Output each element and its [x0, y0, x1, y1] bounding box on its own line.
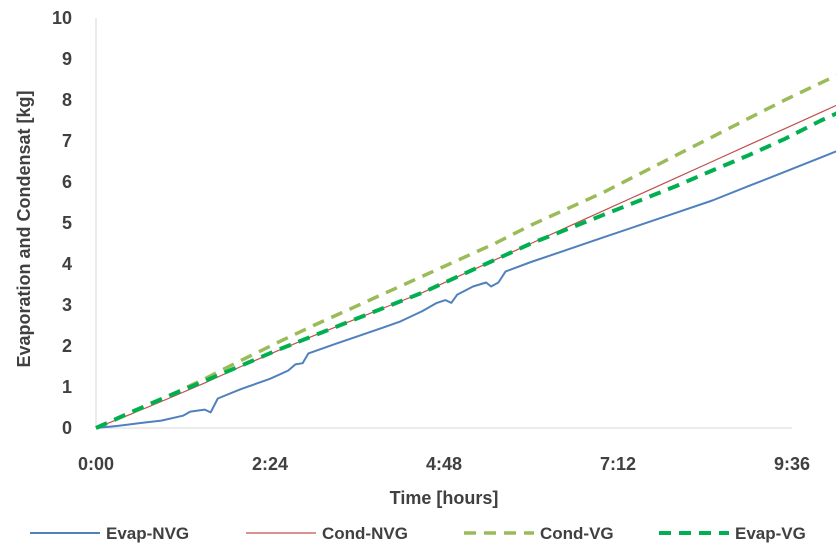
- series-lines: [95, 73, 836, 430]
- x-axis-title: Time [hours]: [390, 488, 499, 508]
- y-tick-label: 2: [62, 336, 72, 356]
- y-tick-label: 8: [62, 90, 72, 110]
- y-tick-label: 7: [62, 131, 72, 151]
- series-line-cond-vg: [95, 73, 836, 430]
- x-tick-label: 2:24: [252, 454, 288, 474]
- legend-label: Cond-VG: [540, 524, 614, 543]
- legend-item: Cond-VG: [464, 524, 614, 543]
- x-tick-labels: 0:00 2:24 4:48 7:12 9:36: [78, 454, 810, 474]
- legend-label: Evap-VG: [735, 524, 806, 543]
- legend-item: Cond-NVG: [246, 524, 408, 543]
- legend-label: Evap-NVG: [106, 524, 189, 543]
- y-axis-title: Evaporation and Condensat [kg]: [14, 90, 34, 367]
- series-line-evap-nvg: [95, 150, 836, 429]
- x-tick-label: 4:48: [426, 454, 462, 474]
- legend-label: Cond-NVG: [322, 524, 408, 543]
- y-tick-labels: 0 1 2 3 4 5 6 7 8 9 10: [52, 8, 72, 438]
- y-tick-label: 9: [62, 49, 72, 69]
- x-tick-label: 7:12: [600, 454, 636, 474]
- y-tick-label: 3: [62, 295, 72, 315]
- series-line-evap-vg: [95, 111, 836, 430]
- axes: [95, 18, 792, 429]
- y-tick-label: 0: [62, 418, 72, 438]
- legend-item: Evap-VG: [659, 524, 806, 543]
- y-tick-label: 4: [62, 254, 72, 274]
- y-tick-label: 10: [52, 8, 72, 28]
- x-tick-label: 0:00: [78, 454, 114, 474]
- y-tick-label: 6: [62, 172, 72, 192]
- x-tick-label: 9:36: [774, 454, 810, 474]
- y-tick-label: 5: [62, 213, 72, 233]
- legend: Evap-NVG Cond-NVG Cond-VG Evap-VG: [30, 524, 806, 543]
- legend-item: Evap-NVG: [30, 524, 189, 543]
- y-tick-label: 1: [62, 377, 72, 397]
